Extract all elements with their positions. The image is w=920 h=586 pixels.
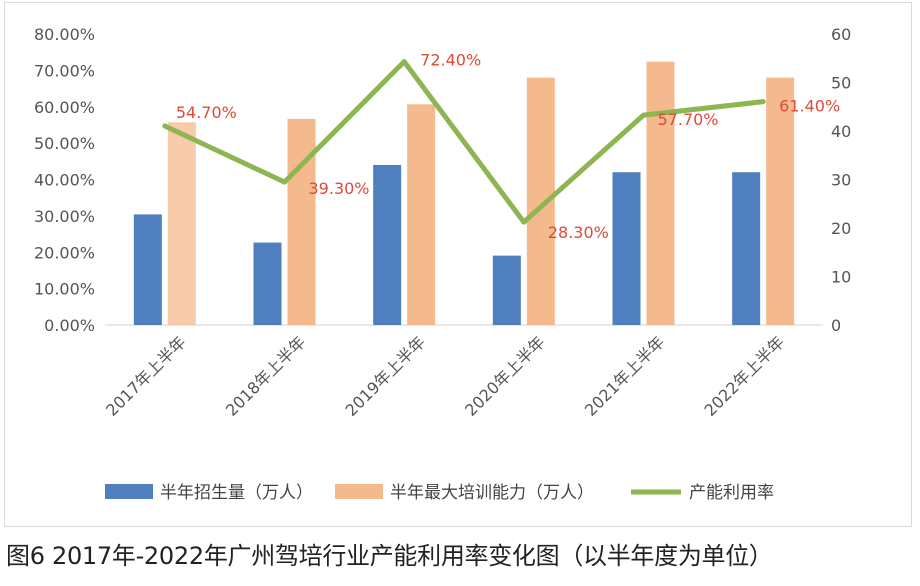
left-tick-label: 70.00% [34, 61, 95, 80]
left-tick-label: 0.00% [44, 316, 95, 335]
utilization-point [282, 179, 287, 185]
utilization-point [641, 112, 646, 118]
bar-capacity [766, 77, 795, 326]
line-series [162, 59, 766, 225]
combo-chart: 0.00% 10.00% 20.00% 30.00% 40.00% 50.00% 60.00… [34, 25, 851, 503]
left-tick-label: 20.00% [34, 243, 95, 262]
right-tick-label: 0 [831, 316, 841, 335]
bar-enrollment [732, 172, 761, 325]
left-tick-label: 80.00% [34, 25, 95, 44]
utilization-point [162, 123, 168, 129]
right-tick-label: 60 [831, 25, 851, 44]
left-tick-label: 60.00% [34, 98, 95, 117]
bar-series [133, 61, 795, 326]
bar-enrollment [612, 172, 641, 325]
bar-capacity [287, 118, 316, 325]
category-label: 2018年上半年 [222, 332, 309, 419]
bar-capacity [646, 61, 675, 326]
bar-capacity [407, 104, 436, 325]
left-tick-label: 30.00% [34, 207, 95, 226]
legend-label-enrollment: 半年招生量（万人） [160, 483, 313, 503]
legend-label-utilization: 产能利用率 [689, 483, 774, 503]
category-label: 2019年上半年 [342, 332, 429, 419]
figure-caption: 图6 2017年-2022年广州驾培行业产能利用率变化图（以半年度为单位） [6, 542, 773, 570]
left-tick-label: 10.00% [34, 280, 95, 299]
left-tick-label: 40.00% [34, 171, 95, 190]
data-labels: 54.70% 39.30% 72.40% 28.30% 57.70% 61.40% [176, 51, 840, 242]
utilization-point [760, 99, 766, 105]
utilization-data-label: 72.40% [420, 51, 481, 70]
right-tick-label: 20 [831, 219, 851, 238]
right-tick-label: 50 [831, 74, 851, 93]
bar-enrollment [492, 255, 521, 325]
legend-swatch-enrollment [105, 484, 153, 499]
chart-frame: 0.00% 10.00% 20.00% 30.00% 40.00% 50.00% 60.00… [4, 2, 912, 527]
right-axis: 0 10 20 30 40 50 60 [831, 25, 851, 335]
utilization-data-label: 61.40% [779, 97, 840, 116]
utilization-point [401, 59, 407, 65]
utilization-line [162, 59, 766, 225]
utilization-data-label: 39.30% [309, 179, 370, 198]
utilization-data-label: 28.30% [548, 223, 609, 242]
utilization-data-label: 54.70% [176, 103, 237, 122]
right-tick-label: 40 [831, 122, 851, 141]
category-label: 2021年上半年 [581, 332, 668, 419]
category-label: 2022年上半年 [701, 332, 788, 419]
left-axis: 0.00% 10.00% 20.00% 30.00% 40.00% 50.00% 60.00… [34, 25, 823, 335]
bar-enrollment [133, 214, 162, 325]
right-tick-label: 10 [831, 268, 851, 287]
category-label: 2017年上半年 [102, 332, 189, 419]
bar-enrollment [253, 242, 282, 325]
left-tick-label: 50.00% [34, 134, 95, 153]
legend-swatch-capacity [335, 484, 383, 499]
legend-label-capacity: 半年最大培训能力（万人） [390, 483, 594, 503]
bar-enrollment [373, 164, 402, 325]
category-axis: 2017年上半年 2018年上半年 2019年上半年 2020年上半年 2021年上半年… [102, 332, 788, 419]
category-label: 2020年上半年 [461, 332, 548, 419]
utilization-point [521, 219, 527, 225]
utilization-data-label: 57.70% [658, 110, 719, 129]
bar-capacity [167, 122, 196, 326]
legend: 半年招生量（万人） 半年最大培训能力（万人） 产能利用率 [105, 483, 774, 503]
right-tick-label: 30 [831, 171, 851, 190]
